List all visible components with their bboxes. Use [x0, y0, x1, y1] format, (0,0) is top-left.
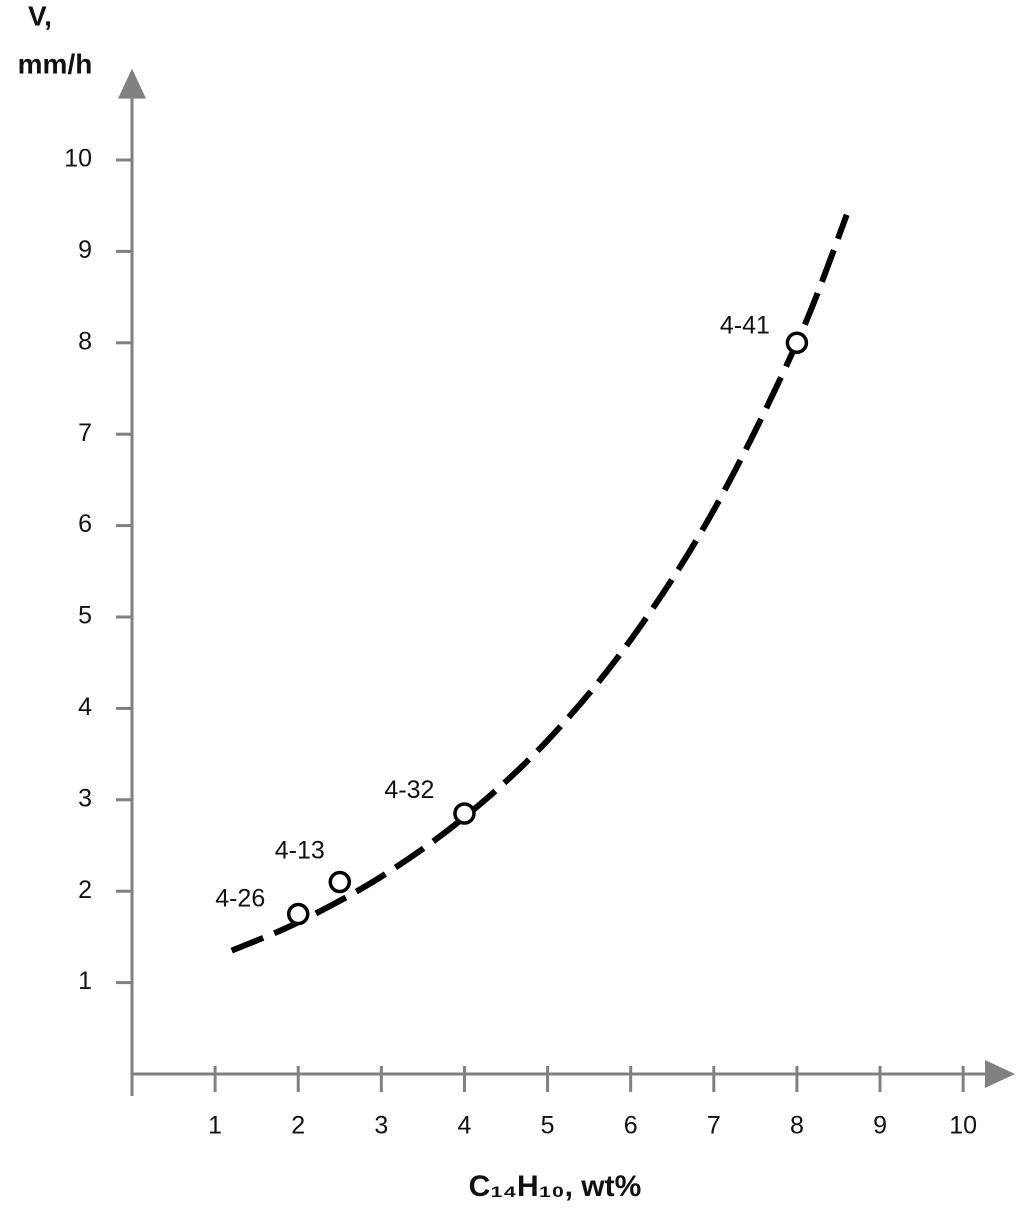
x-tick-label: 4: [457, 1112, 471, 1140]
x-tick-label: 6: [624, 1112, 638, 1140]
data-point: [328, 870, 352, 894]
y-tick-label: 6: [78, 510, 92, 538]
y-axis-arrow: [118, 68, 146, 99]
y-tick-label: 9: [78, 236, 92, 264]
fit-curve: [230, 213, 850, 954]
y-tick-label: 8: [78, 327, 92, 355]
y-tick-label: 10: [64, 145, 92, 173]
point-label: 4-32: [384, 776, 434, 804]
x-axis-label: C₁₄H₁₀, wt%: [469, 1170, 642, 1203]
data-point: [785, 331, 809, 355]
y-tick-label: 1: [78, 967, 92, 995]
y-tick-label: 7: [78, 419, 92, 447]
data-point: [286, 902, 310, 926]
y-tick-label: 2: [78, 876, 92, 904]
y-tick-label: 3: [78, 784, 92, 812]
y-axis-label: mm/h: [18, 48, 93, 79]
x-axis-arrow: [985, 1060, 1015, 1088]
point-label: 4-41: [720, 311, 770, 339]
x-tick-label: 10: [949, 1112, 977, 1140]
y-tick-label: 4: [78, 693, 92, 721]
y-axis-label: V,: [28, 0, 52, 31]
x-tick-label: 3: [374, 1112, 388, 1140]
x-tick-label: 7: [707, 1112, 721, 1140]
x-tick-label: 2: [291, 1112, 305, 1140]
x-tick-label: 1: [208, 1112, 222, 1140]
point-label: 4-26: [215, 885, 265, 913]
x-tick-label: 9: [873, 1112, 887, 1140]
point-label: 4-13: [275, 837, 325, 865]
data-point: [453, 802, 476, 825]
y-tick-label: 5: [78, 602, 92, 630]
x-tick-label: 5: [541, 1112, 555, 1140]
x-tick-label: 8: [790, 1112, 804, 1140]
